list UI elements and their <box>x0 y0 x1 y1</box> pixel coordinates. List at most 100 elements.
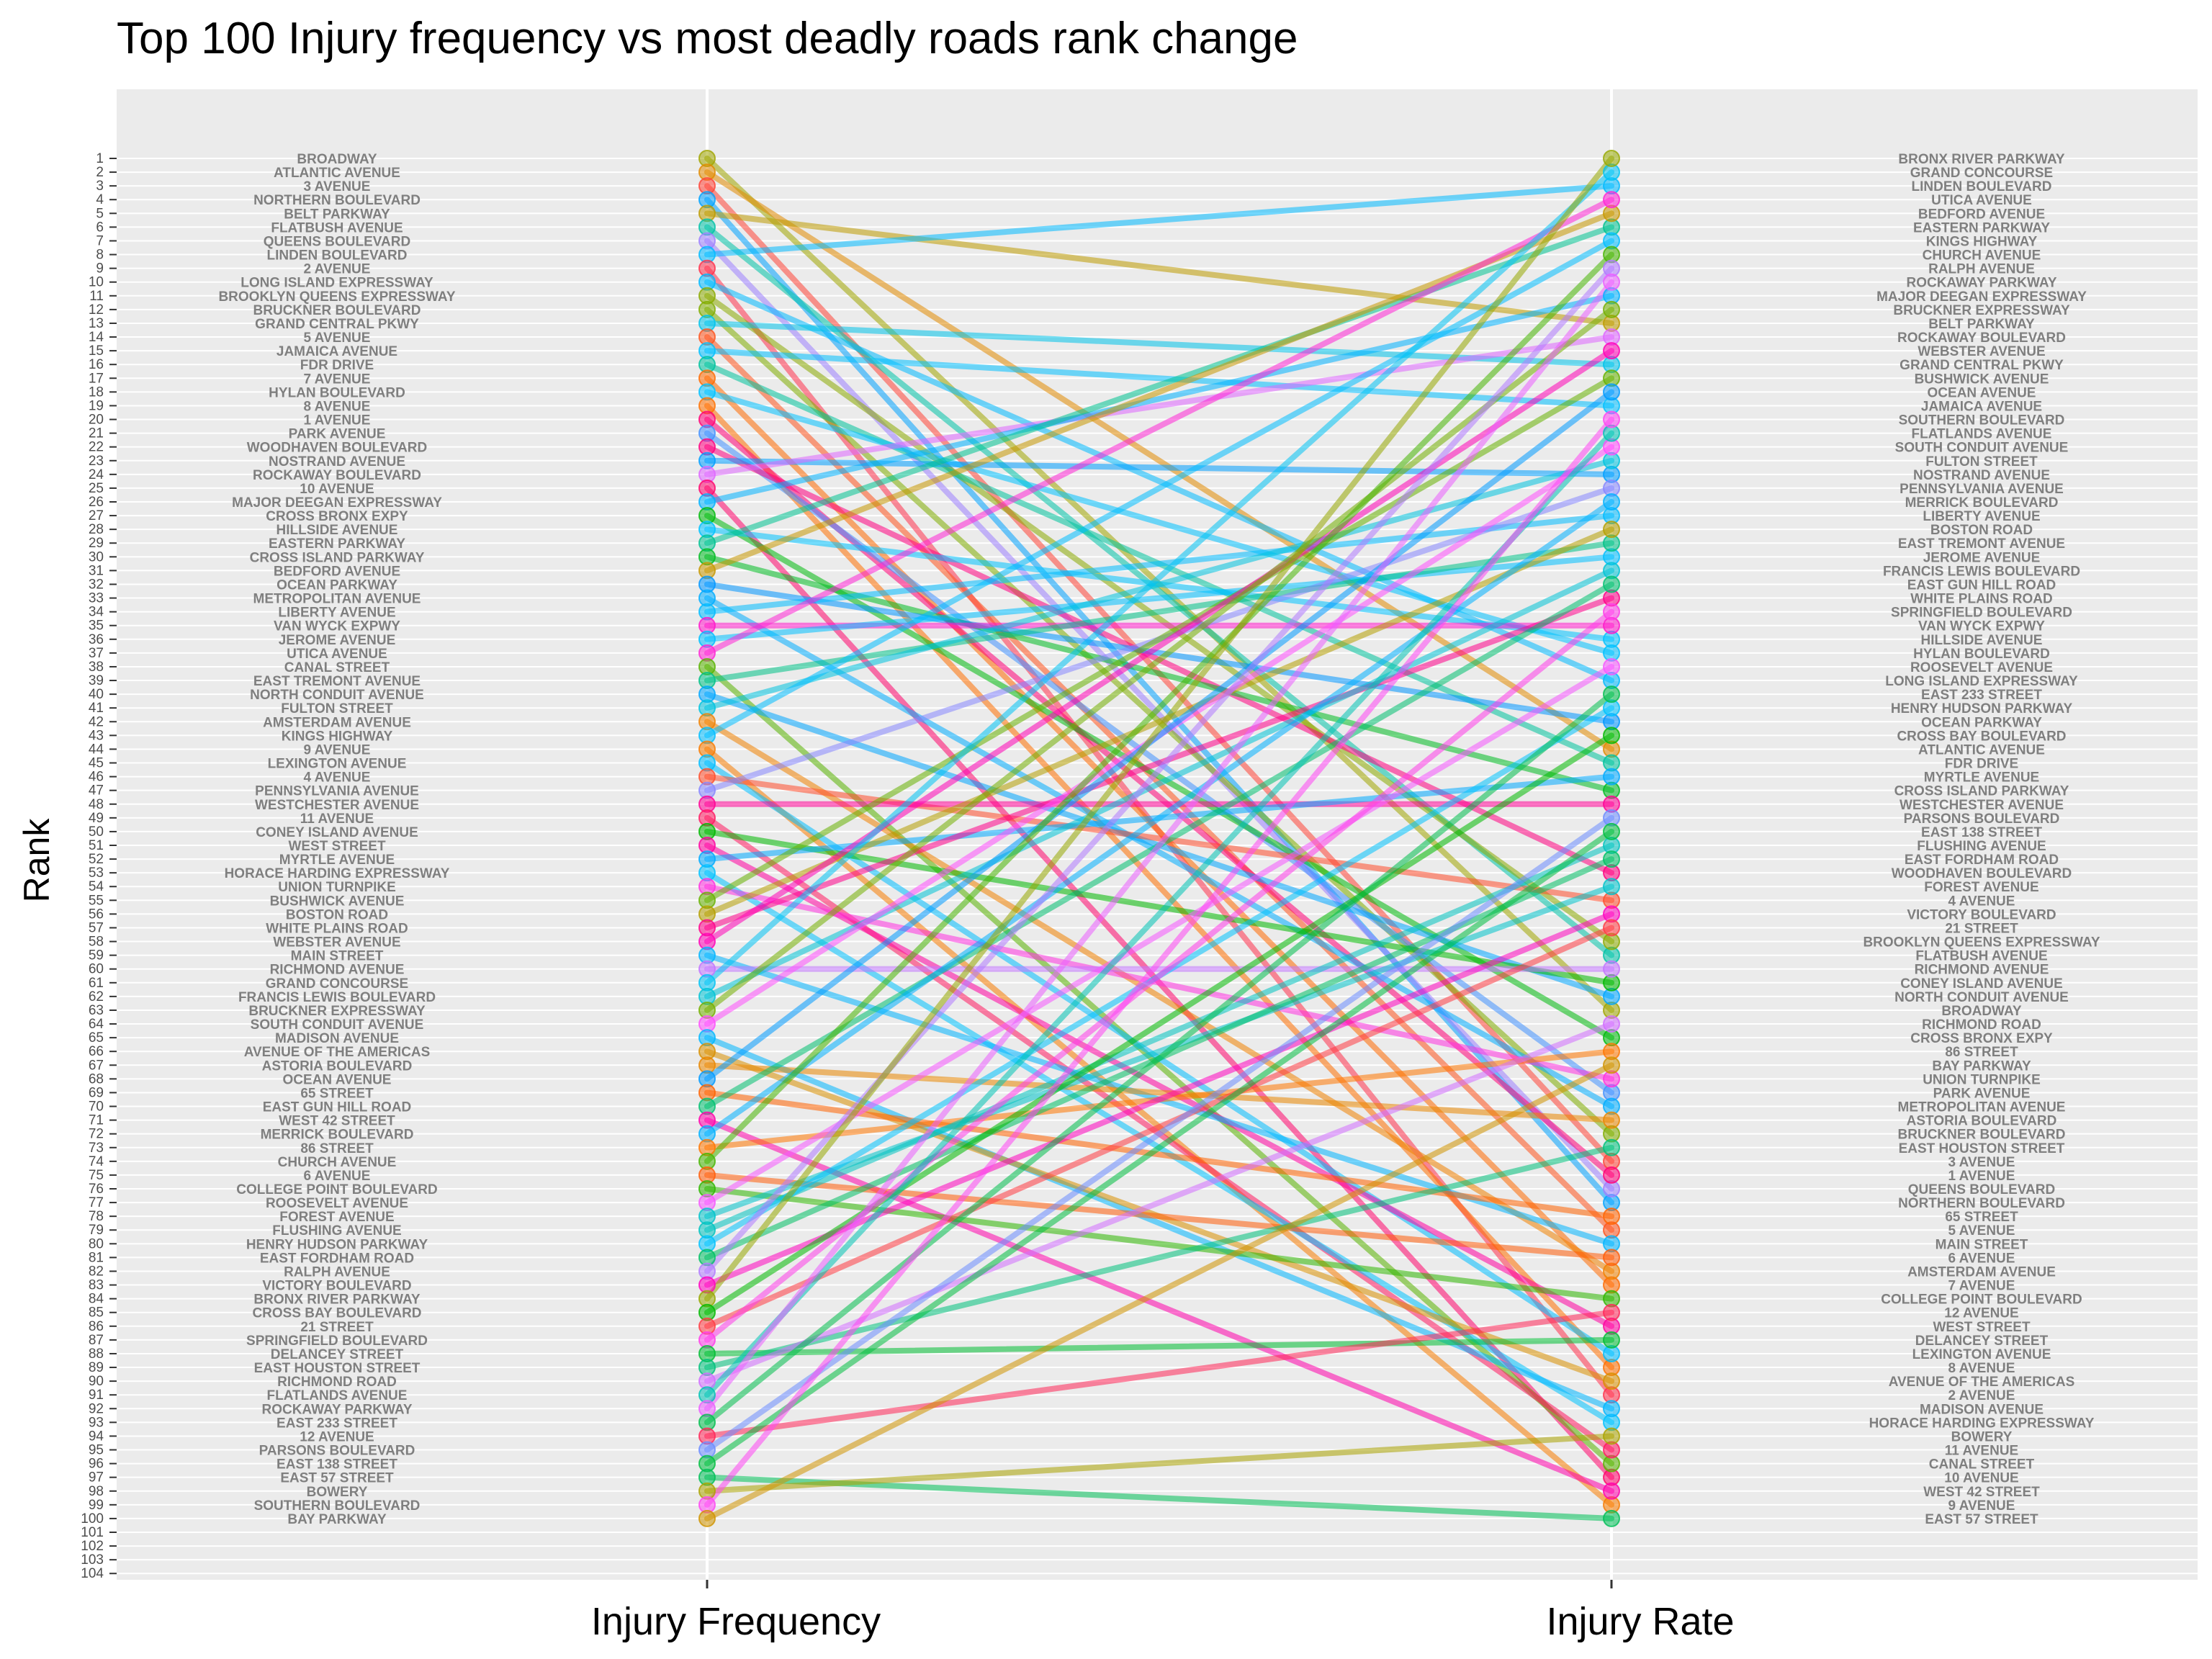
y-tick-label-76: 76 <box>89 1182 104 1197</box>
left-road-label-21: PARK AVENUE <box>289 427 386 442</box>
y-tick-label-3: 3 <box>96 179 104 194</box>
right-road-label-88: LEXINGTON AVENUE <box>1912 1347 2051 1362</box>
rank-line-37 <box>704 197 1614 656</box>
right-point-38 <box>1603 657 1620 675</box>
y-tick-label-103: 103 <box>81 1552 104 1568</box>
y-tick-label-92: 92 <box>89 1401 104 1416</box>
right-road-label-100: EAST 57 STREET <box>1925 1512 2038 1527</box>
rank-line-57 <box>704 595 1614 931</box>
left-road-label-58: WEBSTER AVENUE <box>273 935 400 950</box>
right-road-label-46: MYRTLE AVENUE <box>1924 770 2039 786</box>
rank-line-34 <box>704 513 1614 615</box>
y-tick-label-9: 9 <box>96 261 104 276</box>
left-road-label-45: LEXINGTON AVENUE <box>268 757 407 772</box>
right-road-label-22: SOUTH CONDUIT AVENUE <box>1895 441 2069 456</box>
rank-line-41 <box>704 457 1614 711</box>
right-point-50 <box>1603 822 1620 840</box>
right-road-label-77: NORTHERN BOULEVARD <box>1898 1196 2065 1211</box>
y-tick-label-100: 100 <box>81 1511 104 1527</box>
right-road-label-93: HORACE HARDING EXPRESSWAY <box>1869 1416 2095 1431</box>
y-tick-label-82: 82 <box>89 1264 104 1279</box>
y-tick-label-64: 64 <box>89 1017 104 1032</box>
left-road-label-27: CROSS BRONX EXPY <box>266 509 408 524</box>
left-road-label-50: CONEY ISLAND AVENUE <box>256 825 418 840</box>
right-road-label-56: VICTORY BOULEVARD <box>1907 907 2056 922</box>
y-tick-label-102: 102 <box>81 1539 104 1554</box>
y-tick-label-26: 26 <box>89 495 104 510</box>
right-point-28 <box>1603 521 1620 539</box>
y-tick-label-47: 47 <box>89 783 104 799</box>
y-tick-label-31: 31 <box>89 563 104 578</box>
right-road-label-62: NORTH CONDUIT AVENUE <box>1894 990 2069 1005</box>
right-road-label-63: BROADWAY <box>1941 1004 2022 1019</box>
y-tick-label-99: 99 <box>89 1498 104 1513</box>
right-road-label-85: 12 AVENUE <box>1944 1306 2018 1321</box>
right-point-10 <box>1603 273 1620 291</box>
left-road-label-64: SOUTH CONDUIT AVENUE <box>251 1017 424 1033</box>
left-road-label-35: VAN WYCK EXPWY <box>274 619 400 634</box>
right-road-label-6: EASTERN PARKWAY <box>1913 220 2050 235</box>
left-road-label-72: MERRICK BOULEVARD <box>261 1128 414 1143</box>
right-road-label-94: BOWERY <box>1951 1429 2013 1444</box>
left-road-label-77: ROOSEVELT AVENUE <box>266 1196 408 1211</box>
right-road-label-7: KINGS HIGHWAY <box>1926 234 2038 249</box>
x-axis: Injury Frequency Injury Rate <box>591 1580 1735 1643</box>
rank-line-68 <box>704 389 1614 1082</box>
left-road-label-67: ASTORIA BOULEVARD <box>262 1058 413 1074</box>
left-road-label-87: SPRINGFIELD BOULEVARD <box>246 1334 428 1349</box>
y-tick-label-12: 12 <box>89 302 104 318</box>
left-road-label-68: OCEAN AVENUE <box>283 1072 392 1087</box>
rank-line-8 <box>704 183 1614 258</box>
right-road-label-82: AMSTERDAM AVENUE <box>1907 1264 2056 1280</box>
left-road-label-56: BOSTON ROAD <box>286 907 388 922</box>
right-road-label-13: BELT PARKWAY <box>1928 317 2035 332</box>
rank-line-95 <box>704 814 1614 1453</box>
left-road-label-53: HORACE HARDING EXPRESSWAY <box>225 866 450 881</box>
left-road-label-93: EAST 233 STREET <box>276 1416 397 1431</box>
right-road-label-24: NOSTRAND AVENUE <box>1913 468 2050 483</box>
left-road-label-85: CROSS BAY BOULEVARD <box>252 1306 421 1321</box>
right-road-label-37: HYLAN BOULEVARD <box>1913 647 2050 662</box>
y-tick-label-53: 53 <box>89 866 104 881</box>
right-road-label-11: MAJOR DEEGAN EXPRESSWAY <box>1876 289 2087 305</box>
left-road-label-20: 1 AVENUE <box>304 413 371 428</box>
right-road-label-41: HENRY HUDSON PARKWAY <box>1891 701 2073 716</box>
right-road-label-9: RALPH AVENUE <box>1928 262 2035 277</box>
left-road-label-74: CHURCH AVENUE <box>278 1155 397 1170</box>
right-road-label-91: 2 AVENUE <box>1948 1388 2015 1403</box>
right-road-label-43: CROSS BAY BOULEVARD <box>1897 729 2066 744</box>
rank-line-19 <box>704 403 1614 1371</box>
left-road-label-4: NORTHERN BOULEVARD <box>253 193 421 208</box>
left-road-label-57: WHITE PLAINS ROAD <box>266 921 408 936</box>
y-tick-label-60: 60 <box>89 962 104 977</box>
right-road-label-55: 4 AVENUE <box>1948 894 2015 909</box>
left-road-label-13: GRAND CENTRAL PKWY <box>255 317 419 332</box>
right-road-label-72: BRUCKNER BOULEVARD <box>1898 1128 2066 1143</box>
left-road-label-32: OCEAN PARKWAY <box>276 577 397 593</box>
y-tick-label-46: 46 <box>89 770 104 785</box>
left-road-label-3: 3 AVENUE <box>304 179 371 194</box>
right-point-87 <box>1603 1331 1620 1349</box>
right-road-label-98: WEST 42 STREET <box>1923 1485 2040 1500</box>
left-road-label-86: 21 STREET <box>300 1320 374 1335</box>
left-road-label-23: NOSTRAND AVENUE <box>269 454 405 469</box>
left-road-label-40: NORTH CONDUIT AVENUE <box>250 688 424 703</box>
right-road-label-34: SPRINGFIELD BOULEVARD <box>1891 606 2072 621</box>
right-road-label-80: MAIN STREET <box>1936 1237 2028 1252</box>
left-road-label-54: UNION TURNPIKE <box>278 880 396 895</box>
left-road-label-37: UTICA AVENUE <box>287 647 387 662</box>
left-road-label-73: 86 STREET <box>300 1141 374 1156</box>
rank-line-33 <box>704 595 1614 1110</box>
y-tick-label-19: 19 <box>89 398 104 413</box>
rank-line-91 <box>704 430 1614 1398</box>
y-tick-label-55: 55 <box>89 893 104 908</box>
left-road-label-71: WEST 42 STREET <box>279 1114 395 1129</box>
rank-line-61 <box>704 169 1614 986</box>
y-tick-label-98: 98 <box>89 1484 104 1499</box>
right-road-label-44: ATLANTIC AVENUE <box>1918 742 2045 757</box>
rank-line-88 <box>704 1336 1614 1357</box>
y-tick-label-91: 91 <box>89 1388 104 1403</box>
